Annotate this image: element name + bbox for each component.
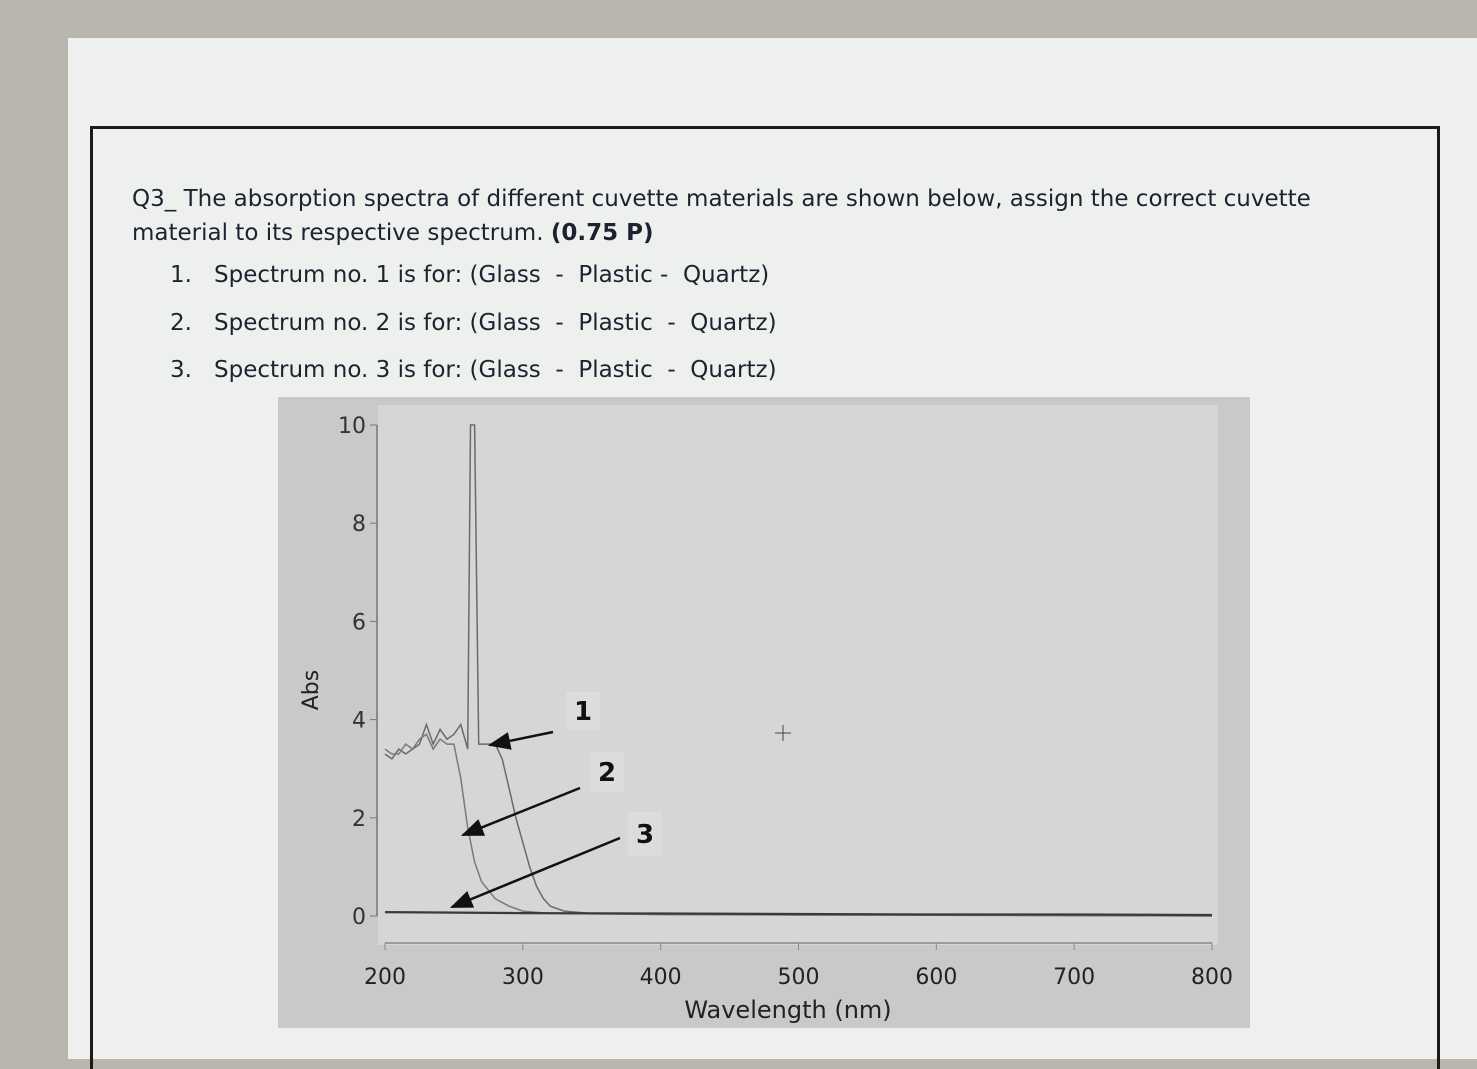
spectrum-line [384, 911, 1213, 917]
x-tick-label: 400 [640, 965, 682, 990]
answer-item: 2. Spectrum no. 2 is for: (Glass - Plasti… [170, 310, 777, 336]
x-tick-label: 300 [502, 965, 544, 990]
answer-item: 3. Spectrum no. 3 is for: (Glass - Plasti… [170, 357, 777, 383]
series-label: 1 [574, 697, 592, 727]
arrow [487, 730, 554, 750]
y-tick-label: 2 [352, 807, 366, 832]
annotations [449, 692, 662, 909]
plot-area [378, 405, 1218, 945]
arrow [460, 786, 581, 837]
x-axis-label: Wavelength (nm) [684, 996, 891, 1024]
question-points: (0.75 P) [550, 220, 654, 246]
annotation-box [628, 812, 662, 856]
question: Q3_ The absorption spectra of different … [132, 182, 1402, 250]
item-number: 3. [170, 357, 192, 383]
question-text: The absorption spectra of different cuve… [132, 186, 1311, 246]
x-tick-label: 800 [1191, 965, 1233, 990]
item-text: Spectrum no. 3 is for: (Glass - Plastic … [214, 357, 777, 383]
y-tick-label: 8 [352, 512, 366, 537]
y-tick-label: 0 [352, 905, 366, 930]
answer-item: 1. Spectrum no. 1 is for: (Glass - Plasti… [170, 262, 769, 288]
y-axis-label: Abs [299, 670, 324, 710]
series-label: 3 [636, 820, 654, 850]
item-text: Spectrum no. 2 is for: (Glass - Plastic … [214, 310, 777, 336]
spectrum-line [384, 733, 1213, 917]
x-tick-label: 700 [1053, 965, 1095, 990]
y-tick-label: 6 [352, 610, 366, 635]
x-tick-label: 600 [915, 965, 957, 990]
series-label: 2 [598, 758, 616, 788]
item-number: 2. [170, 310, 192, 336]
annotation-box [566, 692, 600, 730]
x-tick-label: 500 [778, 965, 820, 990]
item-text: Spectrum no. 1 is for: (Glass - Plastic … [214, 262, 770, 288]
annotation-box [590, 752, 624, 792]
item-number: 1. [170, 262, 192, 288]
question-label: Q3_ [132, 186, 177, 212]
y-tick-label: 10 [338, 414, 366, 439]
crosshair [775, 725, 791, 741]
arrow [449, 836, 621, 909]
question-box [90, 126, 1440, 1069]
y-tick-label: 4 [352, 709, 366, 734]
x-tick-label: 200 [364, 965, 406, 990]
